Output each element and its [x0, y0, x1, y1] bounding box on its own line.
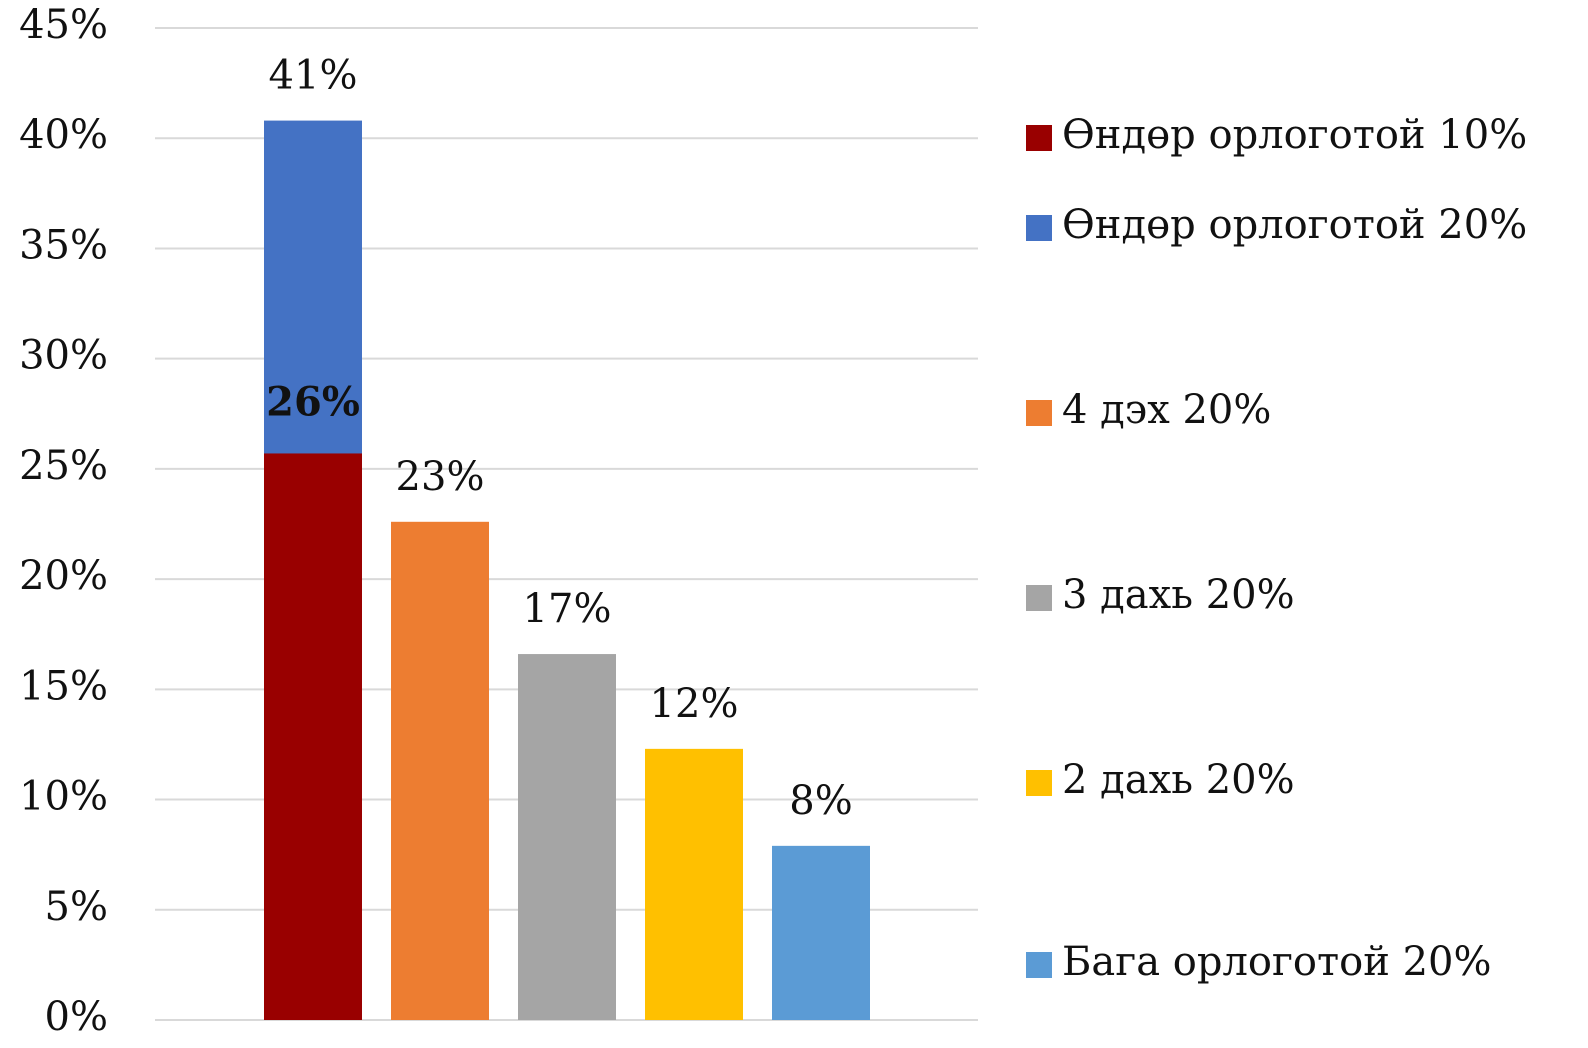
bar [645, 748, 743, 1020]
y-tick-label: 30% [19, 333, 108, 379]
legend-swatch [1026, 400, 1052, 426]
legend-swatch [1026, 770, 1052, 796]
y-tick-label: 45% [19, 2, 108, 48]
legend-label: 3 дахь 20% [1062, 572, 1295, 618]
data-label: 23% [396, 454, 485, 500]
y-tick-label: 10% [19, 774, 108, 820]
y-tick-label: 35% [19, 222, 108, 268]
data-label: 17% [523, 586, 612, 632]
legend-label: Өндөр орлоготой 20% [1062, 202, 1527, 248]
bar [391, 521, 489, 1020]
y-tick-label: 0% [45, 994, 108, 1040]
y-tick-label: 15% [19, 663, 108, 709]
bar [264, 453, 362, 1020]
legend-label: 4 дэх 20% [1062, 387, 1271, 433]
legend-swatch [1026, 952, 1052, 978]
legend-swatch [1026, 125, 1052, 151]
data-label: 8% [789, 778, 852, 824]
legend-swatch [1026, 215, 1052, 241]
bar [772, 845, 870, 1020]
legend-label: Өндөр орлоготой 10% [1062, 112, 1527, 158]
y-tick-label: 25% [19, 443, 108, 489]
y-tick-label: 5% [45, 884, 108, 930]
y-tick-label: 40% [19, 112, 108, 158]
y-tick-label: 20% [19, 553, 108, 599]
data-label: 12% [650, 681, 739, 727]
legend-label: Бага орлоготой 20% [1062, 939, 1491, 985]
bar [518, 654, 616, 1020]
data-label: 26% [266, 378, 360, 425]
data-label: 41% [269, 53, 358, 99]
legend-label: 2 дахь 20% [1062, 757, 1295, 803]
legend-swatch [1026, 585, 1052, 611]
